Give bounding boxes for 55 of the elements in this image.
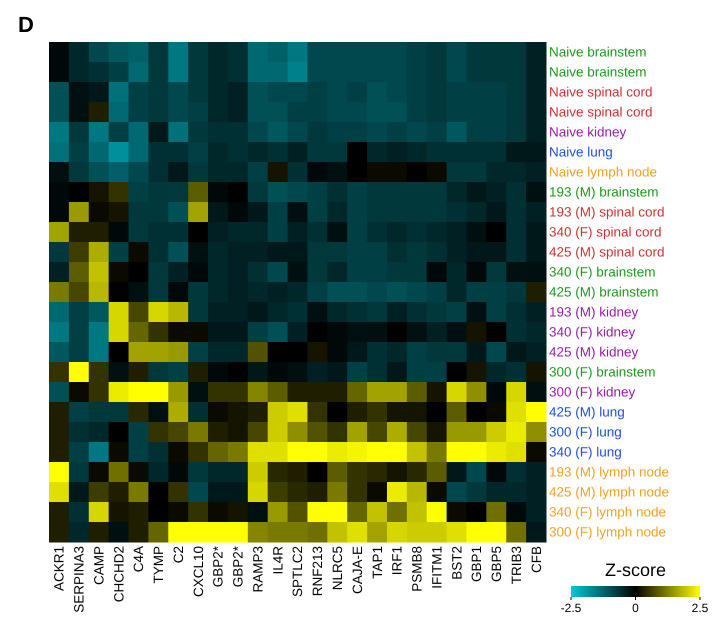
y-tick-label: 300 (F) lymph node — [549, 524, 666, 540]
x-tick-label: SERPINA3 — [72, 546, 87, 613]
x-tick-label: SPTLC2 — [290, 546, 306, 598]
y-tick-label: Naive lung — [549, 144, 613, 160]
y-tick-label: 193 (M) kidney — [549, 304, 639, 320]
x-tick-label: IFITM1 — [429, 546, 444, 589]
x-tick-label: GBP2* — [230, 545, 246, 588]
chart-title: D — [18, 12, 34, 37]
y-tick-label: 340 (F) spinal cord — [549, 224, 662, 240]
y-tick-label: 300 (F) brainstem — [549, 364, 656, 380]
color-bar-label: 2.5 — [692, 601, 709, 615]
x-tick-label: CAJA-E — [350, 546, 365, 594]
color-bar-title: Z-score — [604, 560, 666, 580]
x-tick-label: PSMB8 — [410, 546, 425, 592]
x-tick-label: TYMP — [151, 546, 166, 584]
y-tick-label: Naive brainstem — [549, 64, 647, 80]
x-tick-label: IRF1 — [390, 546, 405, 576]
x-tick-label: TRIB3 — [508, 546, 524, 584]
x-tick-label: TAP1 — [370, 546, 385, 579]
y-tick-label: 300 (F) kidney — [549, 384, 636, 400]
x-tick-label: CHCHD2 — [111, 546, 126, 602]
y-tick-label: 425 (M) kidney — [549, 344, 639, 360]
x-tick-label: CXCL10 — [190, 546, 206, 598]
x-tick-label: RAMP3 — [250, 546, 266, 593]
x-tick-label: C2 — [170, 546, 186, 564]
x-tick-label: NLRC5 — [330, 546, 345, 590]
x-tick-label: GBP1 — [469, 546, 484, 582]
y-tick-label: Naive brainstem — [549, 44, 647, 60]
x-tick-label: GBP2* — [210, 545, 226, 588]
x-tick-label: CAMP — [91, 546, 106, 586]
y-tick-label: Naive spinal cord — [549, 84, 653, 100]
color-bar-label: 0 — [632, 601, 640, 615]
y-tick-label: 425 (M) lung — [549, 404, 625, 420]
y-tick-label: 425 (M) lymph node — [549, 484, 670, 500]
x-tick-label: C4A — [131, 546, 146, 572]
x-tick-label: IL4R — [270, 546, 286, 575]
x-tick-label: ACKR1 — [52, 546, 67, 592]
y-tick-label: 193 (M) brainstem — [549, 184, 659, 200]
y-tick-label: 340 (F) brainstem — [549, 264, 656, 280]
y-tick-label: 425 (M) brainstem — [549, 284, 659, 300]
y-tick-label: 340 (F) lung — [549, 444, 622, 460]
y-tick-label: 340 (F) kidney — [549, 324, 636, 340]
y-tick-label: Naive kidney — [549, 124, 627, 140]
x-tick-label: RNF213 — [310, 546, 326, 596]
y-tick-label: 300 (F) lung — [549, 424, 622, 440]
y-tick-label: 193 (M) spinal cord — [549, 204, 665, 220]
y-tick-label: 425 (M) spinal cord — [549, 244, 665, 260]
x-tick-label: CFB — [528, 546, 544, 573]
y-tick-label: 193 (M) lymph node — [549, 464, 670, 480]
x-tick-label: BST2 — [449, 546, 464, 580]
y-tick-label: 340 (F) lymph node — [549, 504, 666, 520]
y-tick-label: Naive spinal cord — [549, 104, 653, 120]
color-bar-label: -2.5 — [560, 601, 582, 615]
x-tick-label: GBP5 — [489, 546, 504, 582]
y-tick-label: Naive lymph node — [549, 164, 658, 180]
